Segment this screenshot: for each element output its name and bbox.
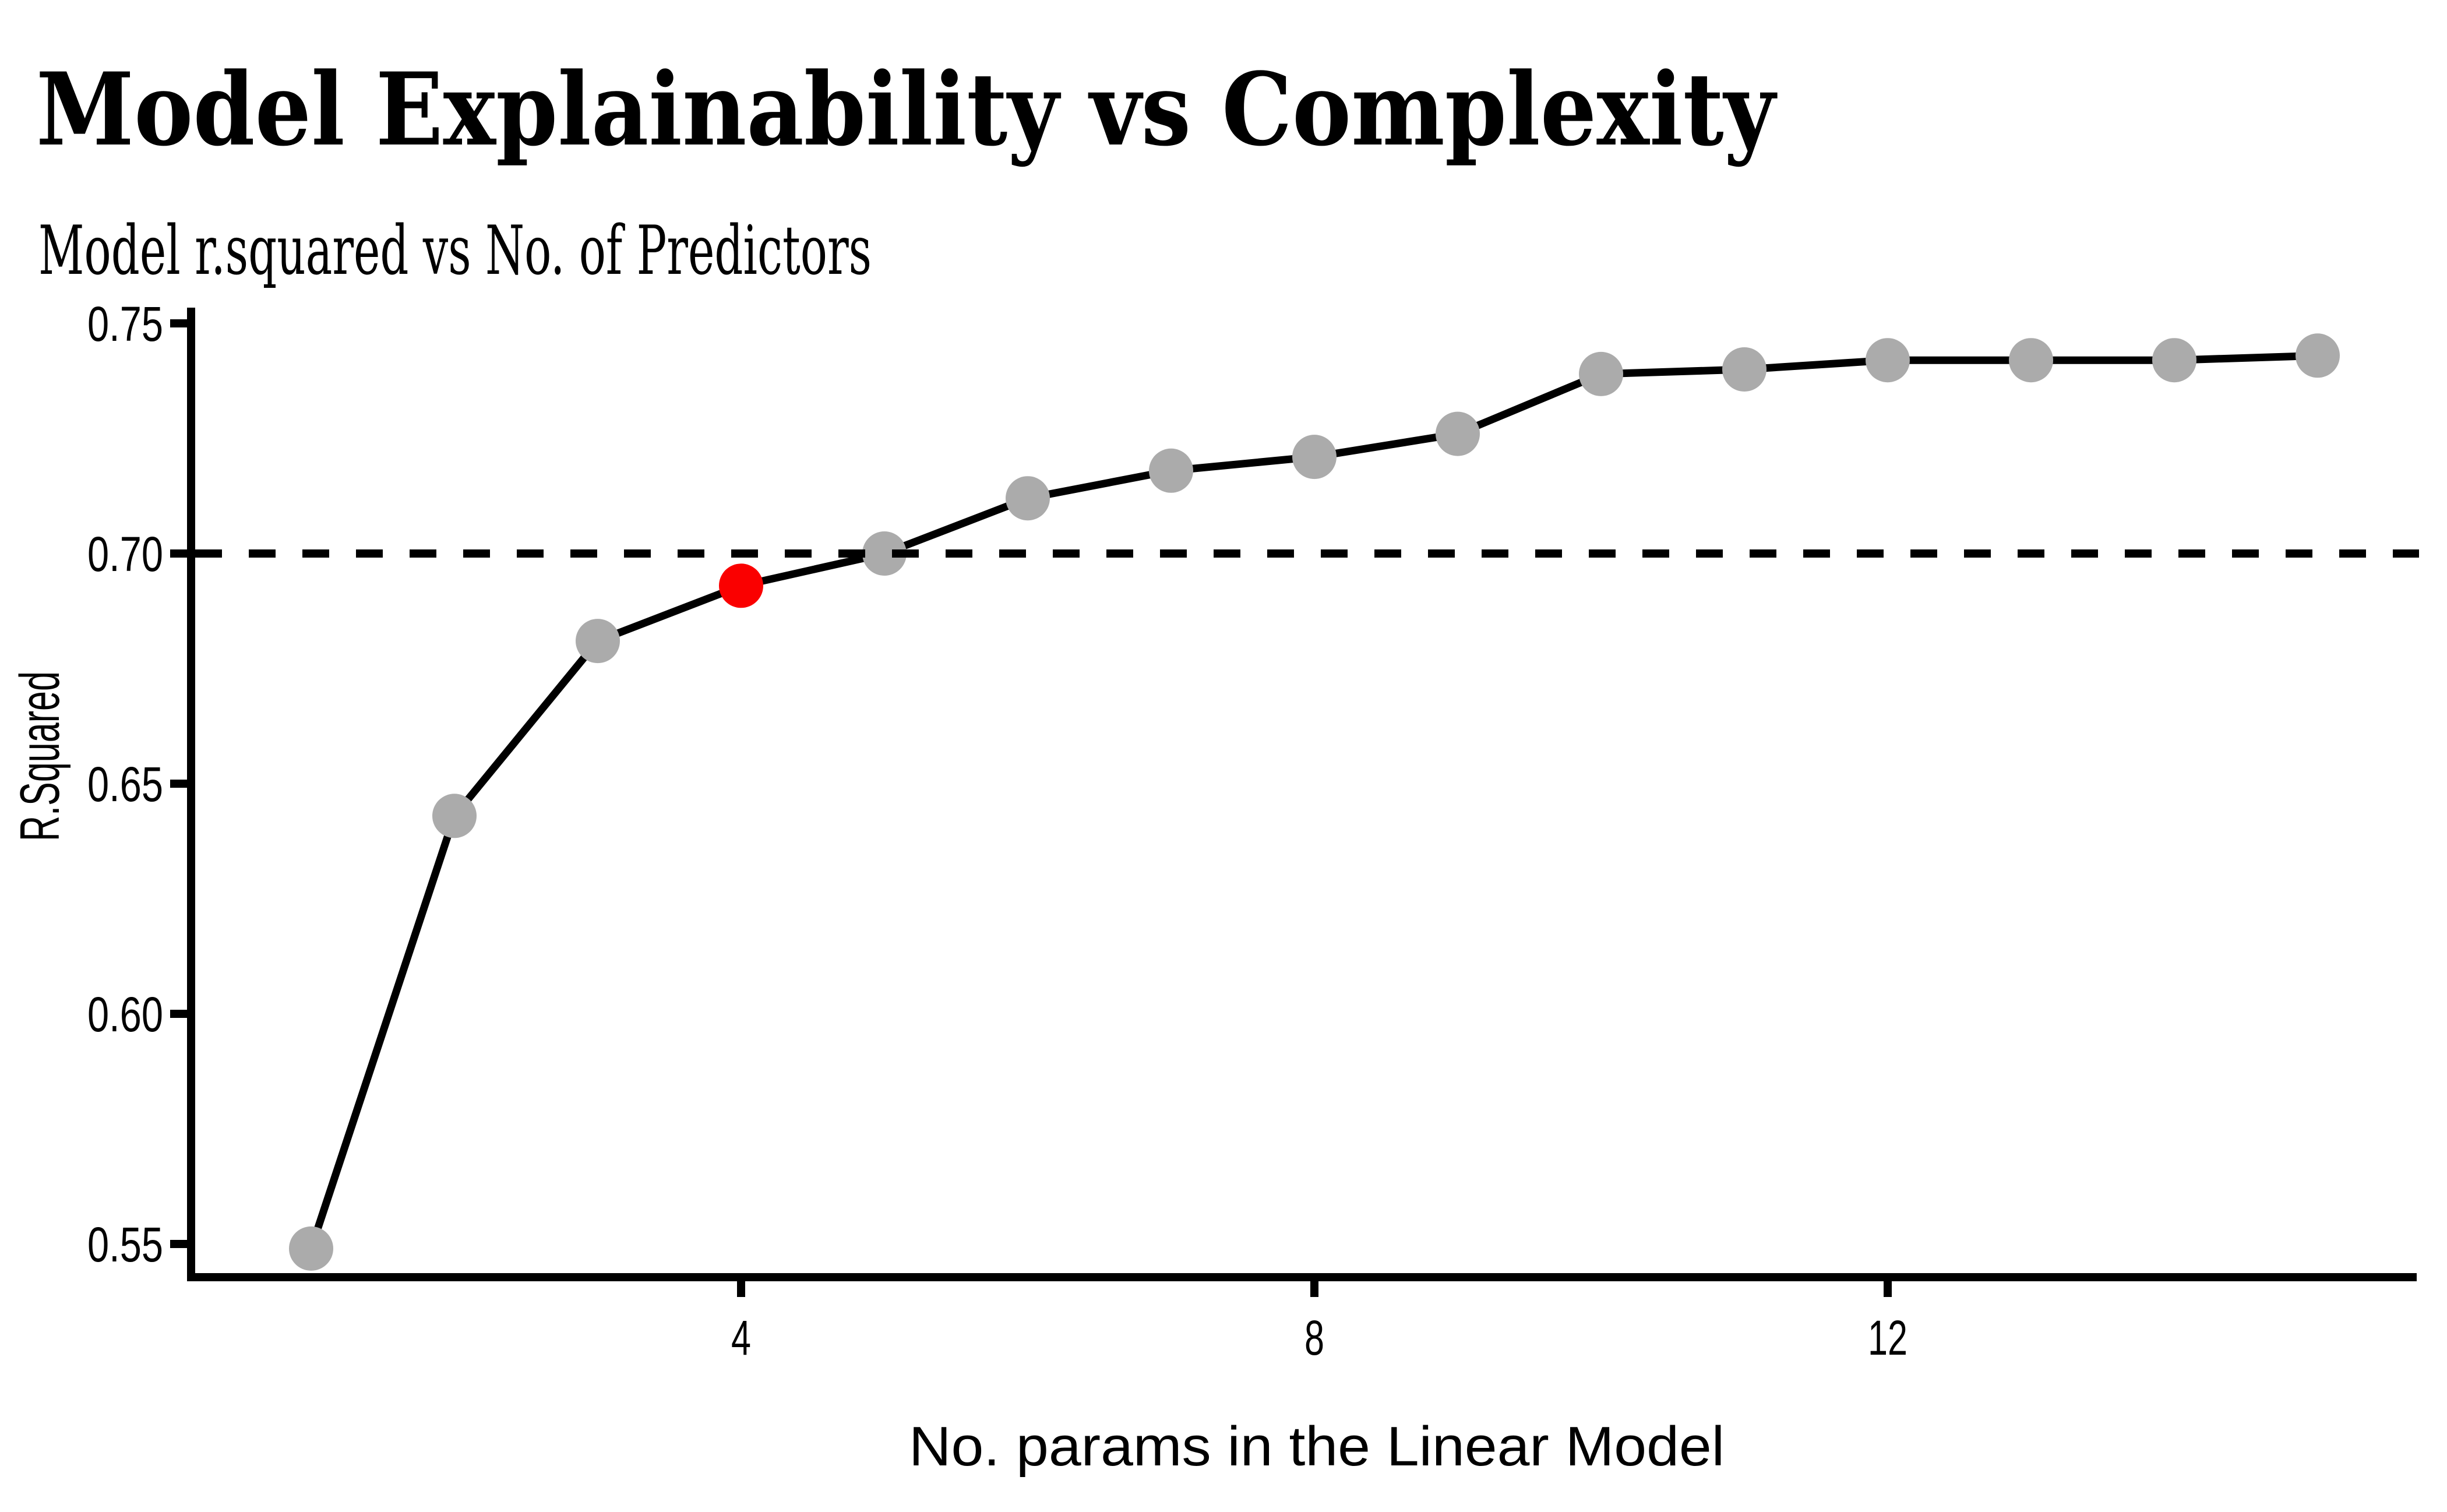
plot-area: 0.55 0.60 0.65 0.70 0.75 4 8 12 [87, 297, 2419, 1365]
data-point [2296, 333, 2340, 378]
data-point [1149, 448, 1193, 493]
data-point [289, 1226, 333, 1271]
x-tick-label: 12 [1868, 1310, 1907, 1365]
data-point [2009, 338, 2053, 383]
chart-title: Model Explainability vs Complexity [36, 50, 1778, 168]
y-axis-title: R.Squared [9, 671, 71, 841]
data-point [1292, 435, 1337, 480]
y-tick-label: 0.75 [87, 297, 163, 351]
x-tick-label: 4 [731, 1310, 751, 1365]
x-tick-label: 8 [1304, 1310, 1324, 1365]
data-point [1579, 351, 1623, 396]
data-point [1722, 347, 1767, 392]
data-point [2152, 338, 2196, 383]
data-point [432, 794, 477, 838]
y-tick-label: 0.60 [87, 987, 163, 1042]
data-point [1436, 411, 1480, 456]
data-point [1006, 476, 1050, 521]
highlighted-data-point [719, 563, 763, 608]
data-point [862, 531, 907, 576]
y-tick-label: 0.65 [87, 757, 163, 812]
chart-subtitle: Model r.squared vs No. of Predictors [38, 212, 872, 290]
x-axis-title: No. params in the Linear Model [909, 1415, 1725, 1478]
y-tick-label: 0.70 [87, 527, 163, 581]
data-point [576, 619, 620, 664]
series-line [307, 351, 2318, 1250]
y-tick-label: 0.55 [87, 1217, 163, 1272]
data-point [1866, 338, 1910, 383]
